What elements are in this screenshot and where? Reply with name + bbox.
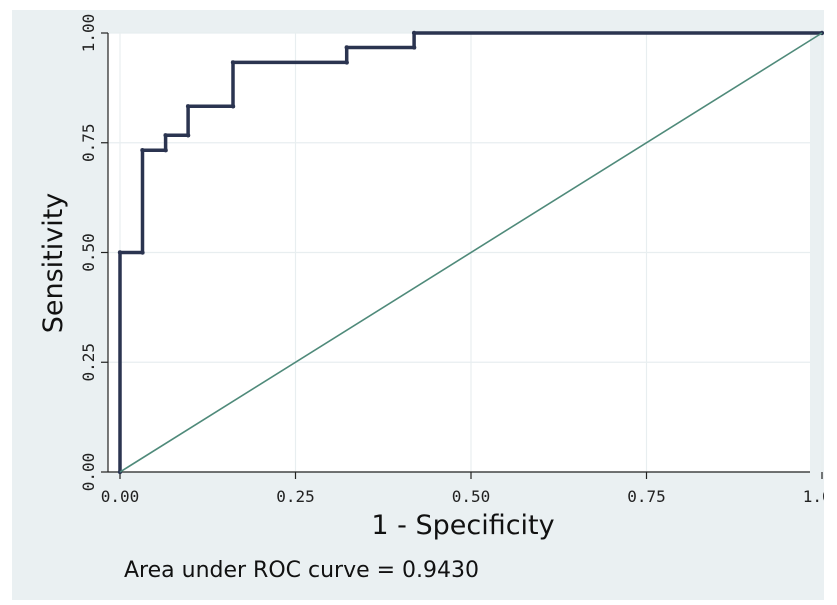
roc-point: [163, 133, 168, 138]
roc-point: [117, 250, 123, 255]
x-tick-label: 0.75: [627, 487, 666, 506]
roc-point: [185, 104, 191, 109]
chart-panel: 0.000.00 0.25 0.25 0.50 0.50 0.75 0.75 1.00 1.00…: [12, 10, 824, 600]
x-tick-label: 0.00: [101, 487, 140, 506]
y-tick-label: 0.00: [79, 453, 98, 492]
x-tick-label: 0.50: [452, 487, 491, 506]
roc-point: [230, 60, 236, 65]
roc-chart: 0.000.00 0.25 0.25 0.50 0.50 0.75 0.75 1.00 1.00…: [38, 14, 824, 541]
roc-point: [140, 148, 145, 153]
auc-footer-note: Area under ROC curve = 0.9430: [124, 558, 480, 583]
y-tick-label: 1.00: [79, 14, 98, 53]
roc-point: [230, 104, 236, 109]
roc-point: [140, 250, 145, 255]
roc-point: [344, 60, 349, 65]
x-axis-label: 1 - Specificity: [371, 510, 554, 541]
y-tick-label: 0.25: [79, 343, 98, 382]
y-tick-label: 0.75: [79, 123, 98, 162]
reference-diagonal-line: [119, 32, 823, 473]
roc-point: [185, 133, 191, 138]
x-tick-label: 1.00: [803, 487, 824, 506]
y-tick-label: 0.50: [79, 233, 98, 272]
roc-point: [163, 148, 168, 153]
x-tick-label: 0.25: [276, 487, 315, 506]
roc-point: [411, 45, 417, 50]
roc-point: [411, 30, 417, 36]
roc-point: [344, 45, 349, 50]
y-axis-label: Sensitivity: [38, 193, 69, 334]
